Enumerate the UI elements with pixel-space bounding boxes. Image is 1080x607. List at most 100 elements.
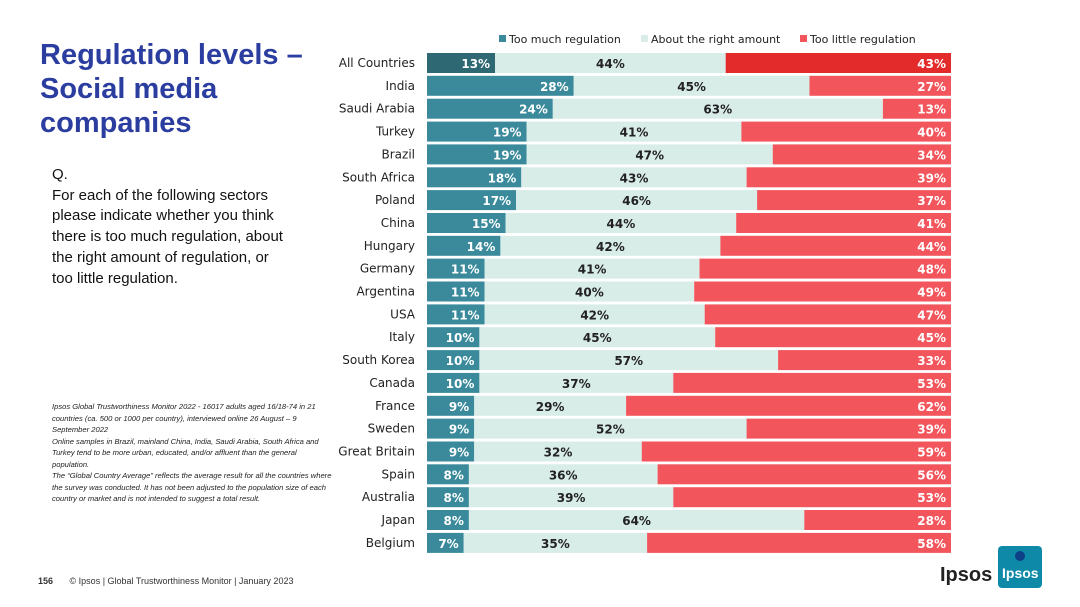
category-label: India <box>386 79 415 93</box>
data-label: 49% <box>917 286 946 300</box>
data-label: 10% <box>446 354 475 368</box>
bar-segment <box>427 190 517 211</box>
bar-segment <box>809 75 951 96</box>
bar-segment <box>720 235 951 256</box>
legend-label-0: Too much regulation <box>508 33 621 46</box>
data-label: 15% <box>472 217 501 231</box>
bar-segment <box>715 327 951 348</box>
category-label: Turkey <box>375 125 415 139</box>
data-label: 14% <box>467 240 496 254</box>
data-label: 63% <box>703 103 732 117</box>
category-label: Canada <box>369 376 415 390</box>
bar-segment <box>427 510 469 530</box>
category-label: Australia <box>362 490 415 504</box>
data-label: 62% <box>917 400 946 414</box>
bar-segment <box>673 487 951 508</box>
data-label: 44% <box>607 217 636 231</box>
note-sample: Ipsos Global Trustworthiness Monitor 202… <box>52 402 316 434</box>
question-text: For each of the following sectors please… <box>52 186 283 287</box>
question-block: Q. For each of the following sectors ple… <box>52 165 292 289</box>
bar-segment <box>699 258 951 279</box>
bar-segment <box>552 98 883 119</box>
bar-segment <box>573 75 810 96</box>
bar-segment <box>746 167 951 188</box>
data-label: 47% <box>635 148 664 162</box>
bar-segment <box>495 53 726 73</box>
legend-label-1: About the right amount <box>651 33 781 46</box>
bar-segment <box>484 281 695 302</box>
category-label: USA <box>390 307 416 321</box>
category-label: Hungary <box>364 239 415 253</box>
bar-segment <box>427 350 480 371</box>
bar-segment <box>804 510 951 530</box>
bar-segment <box>427 464 469 485</box>
data-label: 42% <box>580 308 609 322</box>
logo-text: Ipsos <box>1002 565 1039 581</box>
data-label: 10% <box>446 377 475 391</box>
bar-segment <box>427 75 574 96</box>
bar-segment <box>474 418 747 439</box>
data-label: 39% <box>917 423 946 437</box>
bar-segment <box>647 532 951 553</box>
data-label: 9% <box>449 446 469 460</box>
category-label: South Korea <box>342 353 415 367</box>
data-label: 35% <box>541 537 570 551</box>
bar-segment <box>427 53 496 73</box>
category-label: China <box>381 216 415 230</box>
legend-label-2: Too little regulation <box>809 33 916 46</box>
bar-segment <box>704 304 951 325</box>
data-label: 8% <box>444 468 464 482</box>
data-label: 11% <box>451 308 480 322</box>
data-label: 56% <box>917 468 946 482</box>
data-label: 19% <box>493 148 522 162</box>
bar-segment <box>427 327 480 348</box>
bar-segment <box>484 304 705 325</box>
bar-segment <box>427 167 522 188</box>
category-label: All Countries <box>339 56 415 70</box>
data-label: 44% <box>917 240 946 254</box>
data-label: 53% <box>917 491 946 505</box>
bar-segment <box>526 144 773 165</box>
bar-segment <box>657 464 951 485</box>
bar-segment <box>427 121 527 142</box>
bar-segment <box>641 441 951 462</box>
data-label: 17% <box>482 194 511 208</box>
ipsos-logo: Ipsos <box>998 546 1042 588</box>
bar-segment <box>516 190 758 211</box>
category-label: Germany <box>360 262 415 276</box>
category-label: South Africa <box>342 170 415 184</box>
data-label: 9% <box>449 400 469 414</box>
legend-swatch-0 <box>499 35 506 42</box>
note-country-average: The “Global Country Average” reflects th… <box>52 471 332 503</box>
data-label: 45% <box>583 331 612 345</box>
bar-segment <box>479 350 779 371</box>
brand-wordmark: Ipsos <box>940 564 993 586</box>
data-label: 43% <box>917 57 946 71</box>
data-label: 28% <box>917 514 946 528</box>
bar-segment <box>427 441 475 462</box>
data-label: 58% <box>917 537 946 551</box>
data-label: 41% <box>578 263 607 277</box>
page-title: Regulation levels – Social media compani… <box>40 39 303 139</box>
data-label: 8% <box>444 491 464 505</box>
data-label: 33% <box>917 354 946 368</box>
data-label: 52% <box>596 423 625 437</box>
footer: 156 © Ipsos | Global Trustworthiness Mon… <box>38 576 293 586</box>
bar-segment <box>725 53 951 73</box>
data-label: 32% <box>544 446 573 460</box>
category-label: Poland <box>375 193 415 207</box>
bar-segment <box>474 441 642 462</box>
data-label: 28% <box>540 80 569 94</box>
data-label: 13% <box>917 103 946 117</box>
data-label: 7% <box>438 537 458 551</box>
category-label: Italy <box>389 330 415 344</box>
category-label: Argentina <box>356 285 415 299</box>
bar-segment <box>427 235 501 256</box>
methodology-notes: Ipsos Global Trustworthiness Monitor 202… <box>52 401 332 505</box>
data-label: 46% <box>622 194 651 208</box>
bar-segment <box>427 304 485 325</box>
data-label: 45% <box>677 80 706 94</box>
bar-segment <box>468 487 674 508</box>
bar-segment <box>479 372 674 393</box>
